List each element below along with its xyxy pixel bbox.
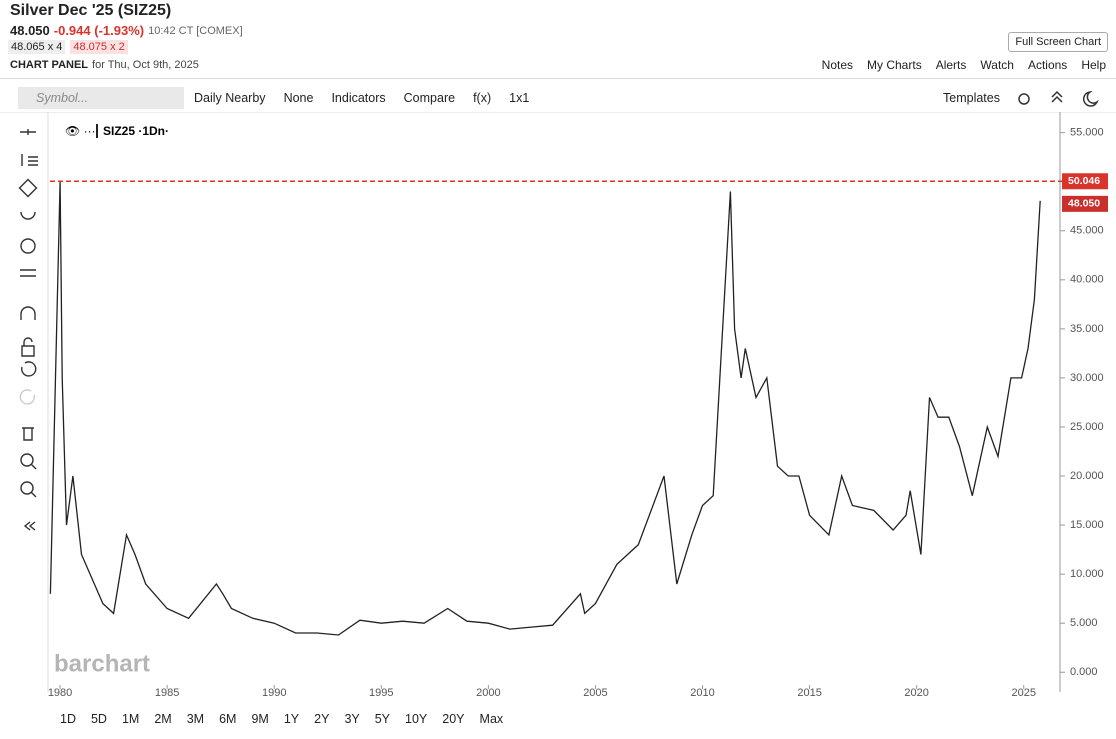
panel-line: CHART PANEL for Thu, Oct 9th, 2025	[10, 59, 199, 71]
ask: 48.075 x 2	[70, 40, 128, 54]
last-label-bg	[1062, 195, 1108, 212]
y-tick-label: 35.000	[1070, 323, 1104, 335]
y-tick-label: 30.000	[1070, 372, 1104, 384]
high-label: 50.046	[1068, 175, 1100, 187]
full-screen-button[interactable]: Full Screen Chart	[1008, 32, 1108, 52]
x-tick-label: 1995	[369, 687, 393, 699]
high-label-bg	[1062, 173, 1108, 190]
y-tick-label: 55.000	[1070, 127, 1104, 139]
range-button[interactable]: 10Y	[405, 712, 428, 726]
range-button[interactable]: 2M	[154, 712, 172, 726]
toolbar-item[interactable]: Daily Nearby	[194, 91, 266, 105]
range-button[interactable]: 1Y	[283, 712, 300, 726]
toolbar-item[interactable]: f(x)	[473, 91, 492, 105]
nav-item[interactable]: Notes	[821, 58, 854, 72]
x-tick-label: 2025	[1011, 687, 1035, 699]
date: for Thu, Oct 9th, 2025	[92, 59, 199, 71]
x-tick-label: 2010	[690, 687, 714, 699]
nav-item[interactable]: Actions	[1027, 58, 1068, 72]
watermark: barchart	[54, 650, 150, 677]
toolbar-item[interactable]: Indicators	[331, 91, 386, 105]
legend-label: SIZ25 ·1Dn·	[103, 124, 169, 138]
range-button[interactable]: Max	[479, 712, 504, 726]
toolbar-icons	[1018, 90, 1099, 107]
y-tick-label: 40.000	[1070, 274, 1104, 286]
range-button[interactable]: 5Y	[374, 712, 391, 726]
range-bar: 1D 5D 1M 2M 3M 6M 9M 1Y 2Y 3Y 5Y 10Y 20Y Max	[60, 712, 503, 726]
visibility-icon[interactable]: 👁 ···	[65, 124, 96, 138]
y-tick-label: 45.000	[1070, 225, 1104, 237]
x-tick-label: 1985	[155, 687, 179, 699]
symbol-input[interactable]: Symbol...	[18, 87, 184, 109]
nav-item[interactable]: Alerts	[935, 58, 967, 72]
x-tick-label: 1980	[48, 687, 72, 699]
toolbar-item[interactable]: None	[283, 91, 314, 105]
chart: 👁 ··· barchart 0.000 5.000 10.000 15.000 20.0…	[0, 112, 1116, 699]
panel: CHART PANEL	[10, 59, 89, 71]
title: Silver Dec '25 (SIZ25)	[10, 2, 172, 19]
bid: 48.065 x 4	[8, 40, 66, 54]
quote: 48.050 -0.944 (-1.93%) 10:42 CT [COMEX]	[10, 23, 243, 38]
left-tools[interactable]	[18, 129, 38, 531]
x-tick-label: 2020	[904, 687, 928, 699]
y-tick-label: 25.000	[1070, 421, 1104, 433]
toolbar-item[interactable]: Compare	[403, 91, 456, 105]
nav: Notes My Charts Alerts Watch Actions Help	[822, 58, 1106, 72]
toolbar: Symbol... Daily Nearby None Indicators Comp…	[18, 87, 547, 109]
separator	[0, 78, 1116, 79]
range-button[interactable]: 9M	[251, 712, 269, 726]
range-button[interactable]: 3M	[186, 712, 205, 726]
nav-item[interactable]: My Charts	[867, 58, 922, 72]
bid-ask: 48.065 x 4 48.075 x 2	[8, 40, 128, 54]
range-button[interactable]: 1D	[60, 712, 76, 726]
last-label: 48.050	[1068, 198, 1100, 210]
price-line	[49, 181, 1041, 636]
range-button[interactable]: 2Y	[314, 712, 330, 726]
nav-item[interactable]: Help	[1081, 58, 1106, 72]
x-tick-label: 1990	[262, 687, 286, 699]
nav-item[interactable]: Watch	[980, 58, 1014, 72]
range-button[interactable]: 3Y	[344, 712, 360, 726]
change: -0.944 (-1.93%)	[53, 23, 145, 38]
plot: barchart 0.000 5.000 10.000 15.000 20.000 25.0…	[48, 124, 1108, 699]
y-tick-label: 20.000	[1070, 470, 1104, 482]
last-price: 48.050	[10, 23, 50, 38]
x-tick-label: 2000	[476, 687, 500, 699]
toolbar-item[interactable]: 1x1	[509, 91, 530, 105]
x-tick-label: 2015	[797, 687, 821, 699]
range-button[interactable]: 20Y	[442, 712, 465, 726]
time: 10:42 CT [COMEX]	[148, 24, 243, 37]
range-button[interactable]: 5D	[90, 712, 107, 726]
templates[interactable]: Templates	[943, 91, 1000, 105]
range-button[interactable]: 6M	[219, 712, 237, 726]
y-tick-label: 10.000	[1070, 568, 1104, 580]
x-tick-label: 2005	[583, 687, 607, 699]
range-button[interactable]: 1M	[121, 712, 140, 726]
y-tick-label: 15.000	[1070, 519, 1104, 531]
y-tick-label: 0.000	[1070, 666, 1098, 678]
y-tick-label: 5.000	[1070, 617, 1098, 629]
